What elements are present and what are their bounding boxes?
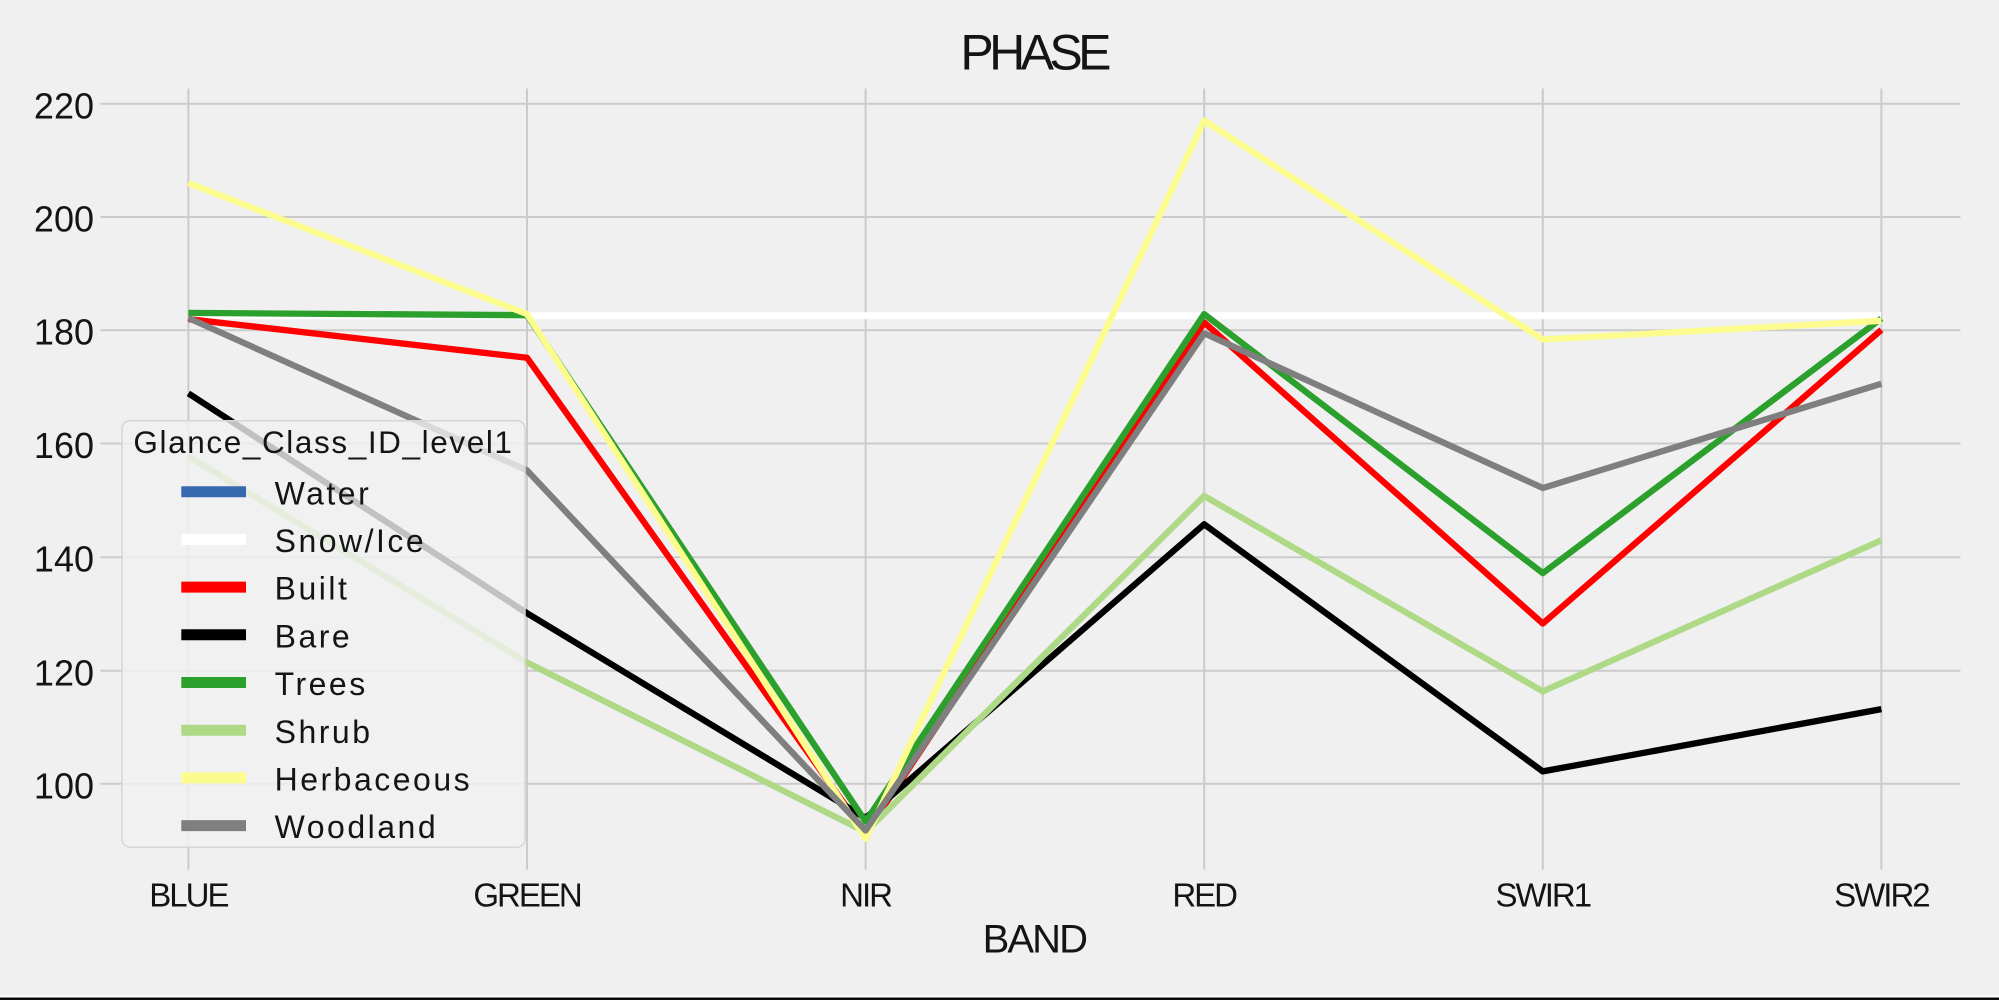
svg-text:BAND: BAND — [983, 918, 1087, 962]
svg-text:100: 100 — [34, 766, 94, 807]
svg-text:SWIR2: SWIR2 — [1834, 877, 1929, 914]
svg-text:Glance_Class_ID_level1: Glance_Class_ID_level1 — [133, 424, 513, 460]
svg-text:Bare: Bare — [275, 618, 353, 654]
svg-text:Herbaceous: Herbaceous — [275, 762, 473, 798]
svg-text:BLUE: BLUE — [149, 877, 228, 914]
svg-text:GREEN: GREEN — [473, 877, 581, 914]
svg-text:RED: RED — [1172, 877, 1237, 914]
svg-text:Water: Water — [275, 475, 372, 511]
svg-text:Woodland: Woodland — [275, 809, 439, 845]
svg-text:Built: Built — [275, 571, 350, 607]
svg-text:Shrub: Shrub — [275, 714, 373, 750]
svg-text:Trees: Trees — [275, 666, 368, 702]
svg-text:180: 180 — [34, 312, 94, 353]
svg-text:SWIR1: SWIR1 — [1496, 877, 1591, 914]
svg-text:PHASE: PHASE — [960, 25, 1110, 81]
svg-text:140: 140 — [34, 539, 94, 580]
svg-text:220: 220 — [34, 86, 94, 127]
svg-text:Snow/Ice: Snow/Ice — [275, 523, 427, 559]
svg-text:120: 120 — [34, 653, 94, 694]
svg-text:NIR: NIR — [840, 877, 892, 914]
svg-text:200: 200 — [34, 199, 94, 240]
svg-text:160: 160 — [34, 425, 94, 466]
